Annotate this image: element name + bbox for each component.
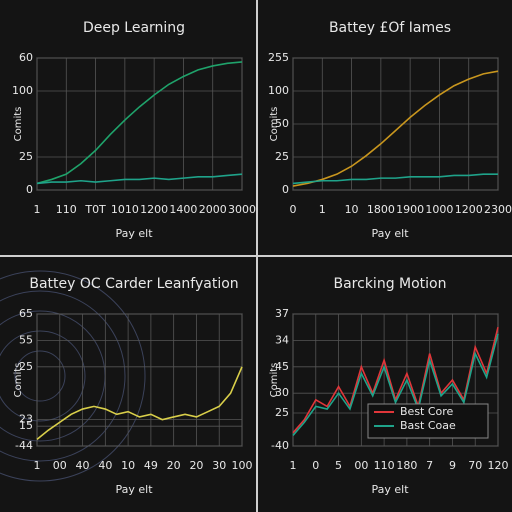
y-tick-label: 37: [275, 307, 289, 320]
ring: [14, 350, 66, 402]
x-tick-label: 1: [290, 459, 297, 472]
chart-panel: Barcking Motion Pay elt Comits -40 25 30 45 34 3…: [269, 276, 509, 496]
chart-title: Battey OC Carder Leanfyation: [29, 276, 238, 292]
x-tick-label: 1: [319, 203, 326, 216]
x-tick-label: 49: [144, 459, 158, 472]
y-axis-label: Comits: [269, 107, 280, 142]
x-tick-label: 20: [167, 459, 181, 472]
y-tick-label: 55: [19, 333, 33, 346]
y-axis-label: Comits: [269, 363, 280, 398]
x-tick-label: 1400: [169, 203, 197, 216]
y-tick-label: 100: [268, 84, 289, 97]
x-tick-label: 0: [290, 203, 297, 216]
x-tick-label: 1: [34, 203, 41, 216]
x-tick-label: 00: [354, 459, 368, 472]
chart-title: Deep Learning: [83, 20, 185, 36]
y-tick-label: 255: [268, 51, 289, 64]
x-tick-label: 1900: [396, 203, 424, 216]
x-tick-label: 120: [488, 459, 509, 472]
legend-label: Best Core: [400, 405, 454, 418]
chart-panel: Deep Learning Pay elt Comits 0 25 100 60 1 110 T0…: [12, 20, 256, 240]
y-tick-label: 0: [282, 183, 289, 196]
y-tick-label: -44: [15, 439, 33, 452]
y-axis-label: Comits: [13, 363, 24, 398]
legend-box: [367, 403, 489, 439]
ring: [0, 330, 86, 422]
y-tick-label: 45: [275, 360, 289, 373]
x-tick-label: 40: [98, 459, 112, 472]
y-tick-label: 25: [19, 150, 33, 163]
y-tick-label: 50: [275, 117, 289, 130]
x-tick-label: 10: [121, 459, 135, 472]
x-tick-label: 1800: [367, 203, 395, 216]
ring: [0, 290, 126, 462]
x-tick-label: 2000: [199, 203, 227, 216]
data-line: [292, 70, 499, 187]
ring: [0, 270, 146, 482]
y-tick-label: 25: [275, 406, 289, 419]
x-tick-label: 9: [449, 459, 456, 472]
y-tick-label: 65: [19, 307, 33, 320]
decoration: [0, 270, 146, 482]
data-line: [292, 173, 498, 185]
y-tick-label: 34: [275, 333, 289, 346]
x-axis-label: Pay elt: [115, 483, 153, 496]
x-tick-label: 180: [396, 459, 417, 472]
x-tick-label: 1200: [140, 203, 168, 216]
x-axis-label: Pay elt: [115, 227, 153, 240]
x-axis-label: Pay elt: [371, 483, 409, 496]
y-tick-label: 23: [19, 413, 33, 426]
data-line: [36, 173, 243, 185]
data-line: [36, 61, 243, 185]
chart-panel: Battey OC Carder Leanfyation Pay elt Comit…: [13, 276, 253, 496]
y-tick-label: 100: [12, 84, 33, 97]
y-tick-label: 25: [19, 360, 33, 373]
x-tick-label: 110: [374, 459, 395, 472]
x-tick-label: 7: [426, 459, 433, 472]
x-tick-label: 110: [56, 203, 77, 216]
x-tick-label: 2300: [484, 203, 512, 216]
chart-title: Barcking Motion: [334, 276, 447, 292]
x-tick-label: 1200: [455, 203, 483, 216]
y-tick-label: -40: [271, 439, 289, 452]
x-tick-label: 1: [34, 459, 41, 472]
y-tick-label: 60: [19, 51, 33, 64]
x-tick-label: 30: [212, 459, 226, 472]
x-tick-label: 20: [189, 459, 203, 472]
x-tick-label: T0T: [84, 203, 106, 216]
x-tick-label: 100: [232, 459, 253, 472]
y-tick-label: 0: [26, 183, 33, 196]
legend-label: Bast Coae: [400, 419, 456, 432]
x-tick-label: 70: [468, 459, 482, 472]
y-tick-label: 30: [275, 386, 289, 399]
chart-title: Battey £Of Iames: [329, 20, 451, 36]
y-axis-label: Comits: [13, 107, 24, 142]
x-tick-label: 3000: [228, 203, 256, 216]
y-tick-label: 15: [19, 419, 33, 432]
x-tick-label: 5: [335, 459, 342, 472]
y-tick-label: 25: [275, 150, 289, 163]
x-tick-label: 40: [76, 459, 90, 472]
x-tick-label: 00: [53, 459, 67, 472]
x-tick-label: 0: [312, 459, 319, 472]
data-line: [36, 366, 243, 441]
x-tick-label: 1010: [111, 203, 139, 216]
x-tick-label: 1000: [425, 203, 453, 216]
data-line: [292, 333, 499, 436]
x-tick-label: 10: [345, 203, 359, 216]
x-axis-label: Pay elt: [371, 227, 409, 240]
